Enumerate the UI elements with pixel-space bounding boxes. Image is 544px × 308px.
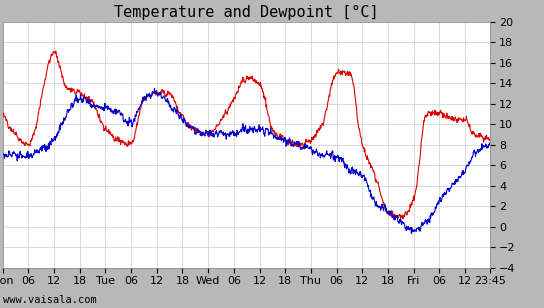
Text: www.vaisala.com: www.vaisala.com (3, 295, 96, 305)
Title: Temperature and Dewpoint [°C]: Temperature and Dewpoint [°C] (114, 5, 379, 20)
